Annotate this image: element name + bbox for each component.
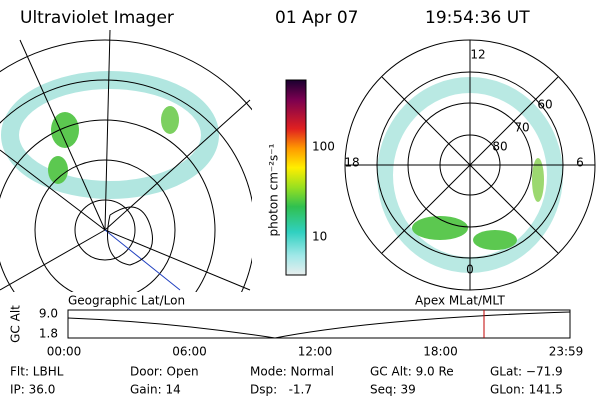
mlt-label: 18 bbox=[344, 156, 359, 170]
status-field: Gain: 14 bbox=[130, 383, 181, 397]
status-field: Mode: Normal bbox=[250, 365, 334, 379]
timeline-x-tick: 06:00 bbox=[172, 345, 207, 359]
colorbar-label: photon cm⁻²s⁻¹ bbox=[267, 143, 281, 236]
status-field: Dsp: -1.7 bbox=[250, 383, 312, 397]
geographic-map bbox=[0, 30, 252, 292]
colorbar bbox=[285, 79, 307, 276]
timeline-label: Apex MLat/MLT bbox=[415, 294, 505, 308]
colorbar-tick: 100 bbox=[312, 140, 335, 154]
status-field: Seq: 39 bbox=[370, 383, 416, 397]
instrument: Ultraviolet Imager bbox=[20, 8, 174, 28]
altitude-curve bbox=[67, 311, 571, 339]
status-field: IP: 36.0 bbox=[10, 383, 55, 397]
time: 19:54:36 UT bbox=[425, 8, 530, 28]
timeline-x-tick: 12:00 bbox=[298, 345, 333, 359]
mlt-label: 12 bbox=[470, 48, 485, 62]
status-field: GLon: 141.5 bbox=[490, 383, 563, 397]
status-field: GC Alt: 9.0 Re bbox=[370, 365, 454, 379]
status-field: Flt: LBHL bbox=[10, 365, 64, 379]
timeline-x-tick: 00:00 bbox=[47, 345, 82, 359]
date: 01 Apr 07 bbox=[275, 8, 358, 28]
timeline-x-tick: 23:59 bbox=[549, 345, 584, 359]
mlat-label: 60 bbox=[537, 98, 552, 112]
mlt-label: 0 bbox=[466, 263, 474, 277]
colorbar-tick: 10 bbox=[312, 230, 327, 244]
mlat-label: 80 bbox=[492, 140, 507, 154]
timeline-label: Geographic Lat/Lon bbox=[68, 294, 185, 308]
status-field: Door: Open bbox=[130, 365, 199, 379]
mlt-label: 6 bbox=[576, 156, 584, 170]
polar-plot bbox=[344, 39, 596, 291]
timeline-y-tick: 1.8 bbox=[39, 327, 58, 341]
mlat-label: 70 bbox=[514, 121, 529, 135]
timeline-box bbox=[67, 309, 571, 339]
timeline-y-label: GC Alt bbox=[9, 305, 23, 343]
status-field: GLat: −71.9 bbox=[490, 365, 563, 379]
timeline-y-tick: 9.0 bbox=[39, 307, 58, 321]
timeline-x-tick: 18:00 bbox=[423, 345, 458, 359]
